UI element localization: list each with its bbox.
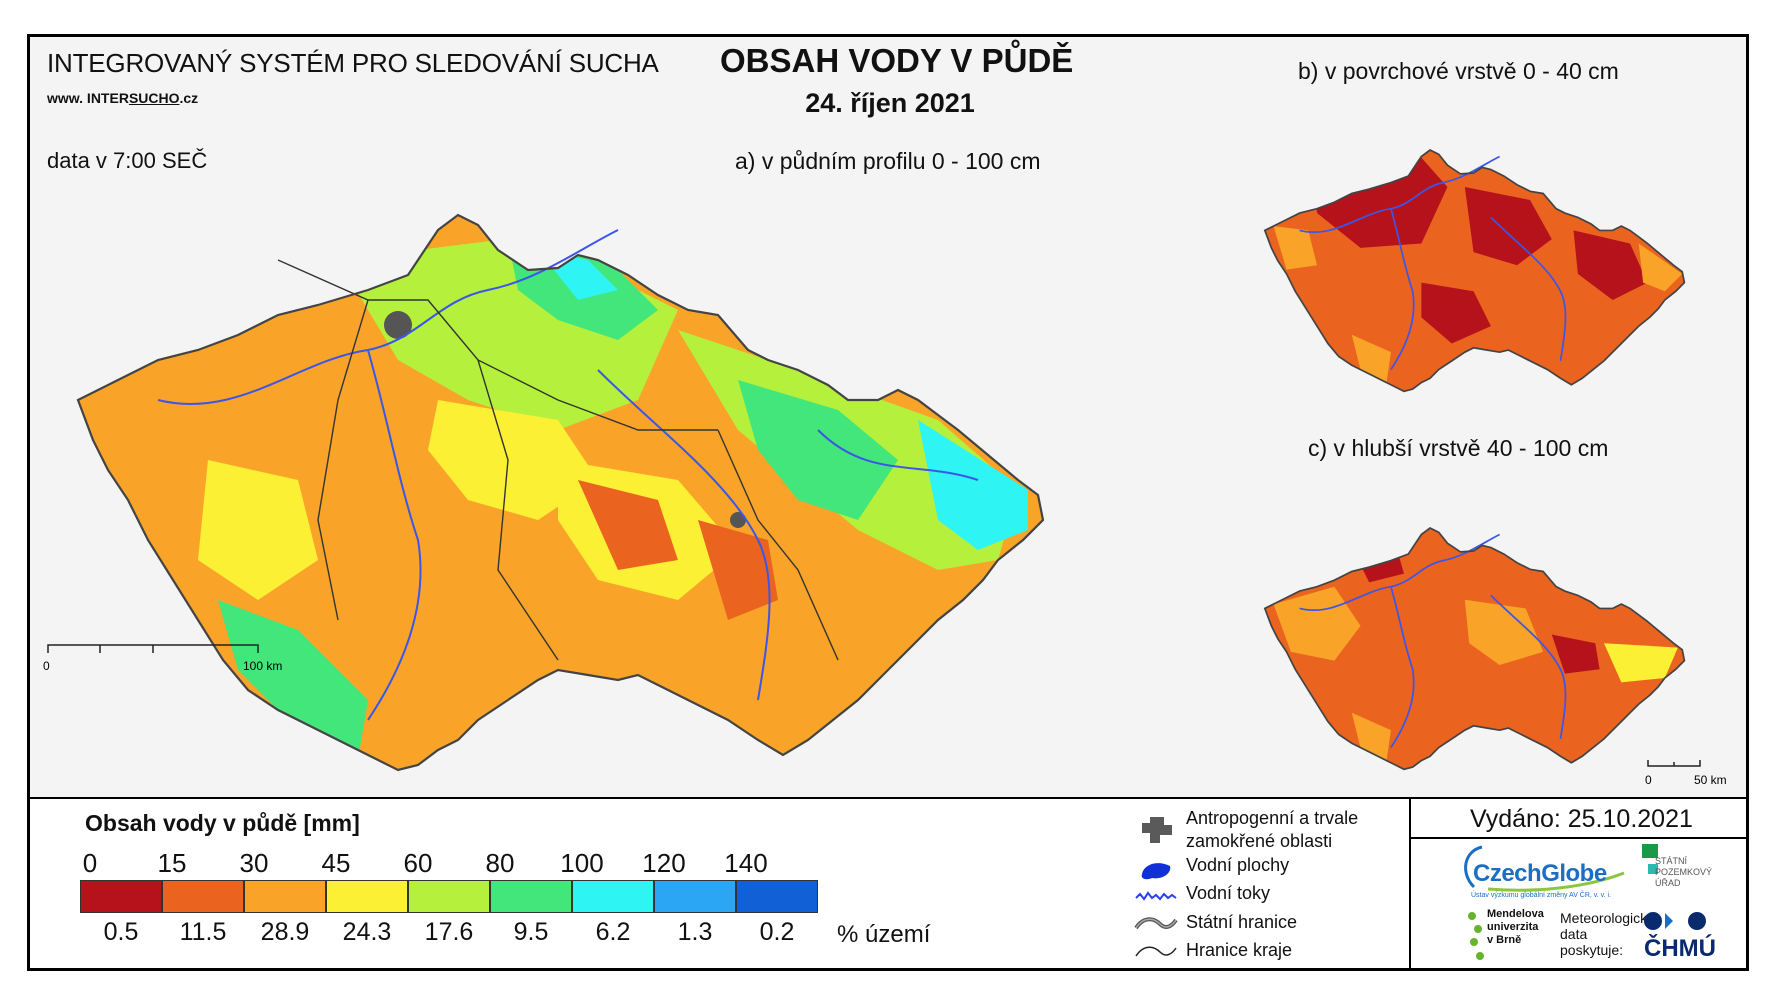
legend-tick-label: 120 — [642, 848, 686, 878]
legend-swatch — [244, 880, 326, 913]
legend-tick-label: 60 — [403, 848, 433, 878]
map-c-scale-end: 50 km — [1694, 773, 1727, 787]
mendel-dots-icon — [1468, 912, 1484, 960]
legend-percent-label: 28.9 — [260, 918, 310, 946]
map-a-region-border — [277, 259, 839, 661]
main-date: 24. říjen 2021 — [805, 88, 975, 118]
legend-tick-label: 0 — [82, 848, 98, 878]
legend-divider — [27, 797, 1749, 799]
legend-title: Obsah vody v půdě [mm] — [85, 810, 360, 836]
water-course-icon — [1135, 891, 1177, 901]
legend-percent-label: 1.3 — [677, 918, 713, 946]
water-course-label: Vodní toky — [1186, 883, 1271, 903]
czechglobe-subtitle: Ústav výzkumu globální změny AV ČR, v. v… — [1471, 892, 1612, 899]
soil-water-map-surface — [1263, 149, 1686, 393]
legend-tick-label: 45 — [321, 848, 351, 878]
spu-line-2: POZEMKOVÝ — [1655, 867, 1713, 877]
map-c-scale-bar: 0 50 km — [1645, 760, 1727, 787]
mendel-line-3: v Brně — [1487, 934, 1522, 946]
legend-swatch — [80, 880, 162, 913]
legend-tick-label: 140 — [724, 848, 768, 878]
website-prefix: www. INTER — [47, 90, 129, 106]
legend-percent-label: 0.2 — [759, 918, 795, 946]
legend-swatch — [326, 880, 408, 913]
map-a-scale-end: 100 km — [243, 659, 282, 673]
spu-line-1: STÁTNÍ — [1655, 856, 1688, 866]
issued-divider — [1409, 799, 1411, 968]
state-border-icon — [1134, 917, 1178, 930]
anthropogenic-label-2: zamokřené oblasti — [1186, 831, 1333, 851]
map-c-scale-start: 0 — [1645, 773, 1652, 787]
soil-water-map-profile: 0 100 km — [43, 213, 1045, 772]
system-title: INTEGROVANÝ SYSTÉM PRO SLEDOVÁNÍ SUCHA — [47, 48, 659, 78]
state-border-label: Státní hranice — [1186, 912, 1298, 932]
region-border-icon — [1135, 946, 1177, 957]
meteo-credit: Meteorologická data poskytuje: — [1560, 910, 1655, 958]
issued-date: Vydáno: 25.10.2021 — [1470, 805, 1693, 833]
anthropogenic-area-icon — [1142, 817, 1172, 843]
legend-tick-label: 15 — [157, 848, 187, 878]
legend-percent-label: 0.5 — [103, 918, 139, 946]
map-a-river — [157, 229, 619, 406]
legend-swatch — [572, 880, 654, 913]
map-a-scale-bar: 0 100 km — [43, 644, 282, 673]
spu-logo: STÁTNÍ POZEMKOVÝ ÚŘAD — [1655, 856, 1712, 889]
percent-unit: % území — [837, 921, 931, 948]
soil-water-map-deep — [1263, 527, 1686, 771]
map-b-caption: b) v povrchové vrstvě 0 - 40 cm — [1298, 58, 1619, 84]
legend-percent-label: 17.6 — [424, 918, 474, 946]
meteo-line-1: Meteorologická — [1560, 910, 1655, 926]
website-suffix: .cz — [179, 90, 199, 106]
legend-percent-label: 6.2 — [595, 918, 631, 946]
map-b-fill — [1264, 150, 1685, 392]
website-highlight: SUCHO — [128, 90, 180, 106]
legend-tick-label: 30 — [239, 848, 269, 878]
mendel-line-2: univerzita — [1487, 921, 1539, 933]
mendel-logo: Mendelova univerzita v Brně — [1487, 908, 1544, 947]
map-a-river — [597, 369, 771, 701]
chmu-emblem-icon — [1644, 912, 1706, 930]
chmu-logo: ČHMÚ — [1644, 935, 1716, 962]
water-body-label: Vodní plochy — [1186, 855, 1290, 875]
spu-line-3: ÚŘAD — [1655, 878, 1681, 888]
main-title: OBSAH VODY V PŮDĚ — [720, 42, 1074, 79]
data-time: data v 7:00 SEČ — [47, 148, 208, 173]
map-a-fill — [78, 215, 1043, 770]
region-border-label: Hranice kraje — [1186, 940, 1293, 960]
meteo-line-3: poskytuje: — [1560, 942, 1624, 958]
meteo-line-2: data — [1560, 926, 1588, 942]
legend-swatch — [162, 880, 244, 913]
legend-tick-label: 100 — [560, 848, 604, 878]
legend-percent-label: 11.5 — [179, 918, 227, 946]
legend-percent-label: 24.3 — [342, 918, 392, 946]
legend-swatch — [490, 880, 572, 913]
map-a-river — [367, 349, 422, 721]
map-c-fill — [1264, 528, 1685, 770]
legend-swatch — [408, 880, 490, 913]
map-a-river — [817, 429, 979, 481]
anthropogenic-label-1: Antropogenní a trvale — [1186, 808, 1359, 828]
czechglobe-swoosh-icon — [1464, 845, 1625, 892]
legend-swatch — [736, 880, 818, 913]
map-a-scale-start: 0 — [43, 659, 50, 673]
spu-logo-icon — [1642, 844, 1658, 874]
legend-percent-label: 9.5 — [513, 918, 549, 946]
map-c-caption: c) v hlubší vrstvě 40 - 100 cm — [1308, 435, 1609, 461]
czechglobe-logo: CzechGlobe — [1473, 860, 1607, 887]
map-a-caption: a) v půdním profilu 0 - 100 cm — [735, 148, 1041, 174]
legend-swatch — [654, 880, 736, 913]
water-body-icon — [1141, 863, 1171, 880]
issued-divider-h — [1411, 837, 1749, 839]
website-link[interactable]: www. INTERSUCHO.cz — [47, 90, 198, 106]
legend-tick-label: 80 — [485, 848, 515, 878]
mendel-line-1: Mendelova — [1487, 908, 1544, 920]
